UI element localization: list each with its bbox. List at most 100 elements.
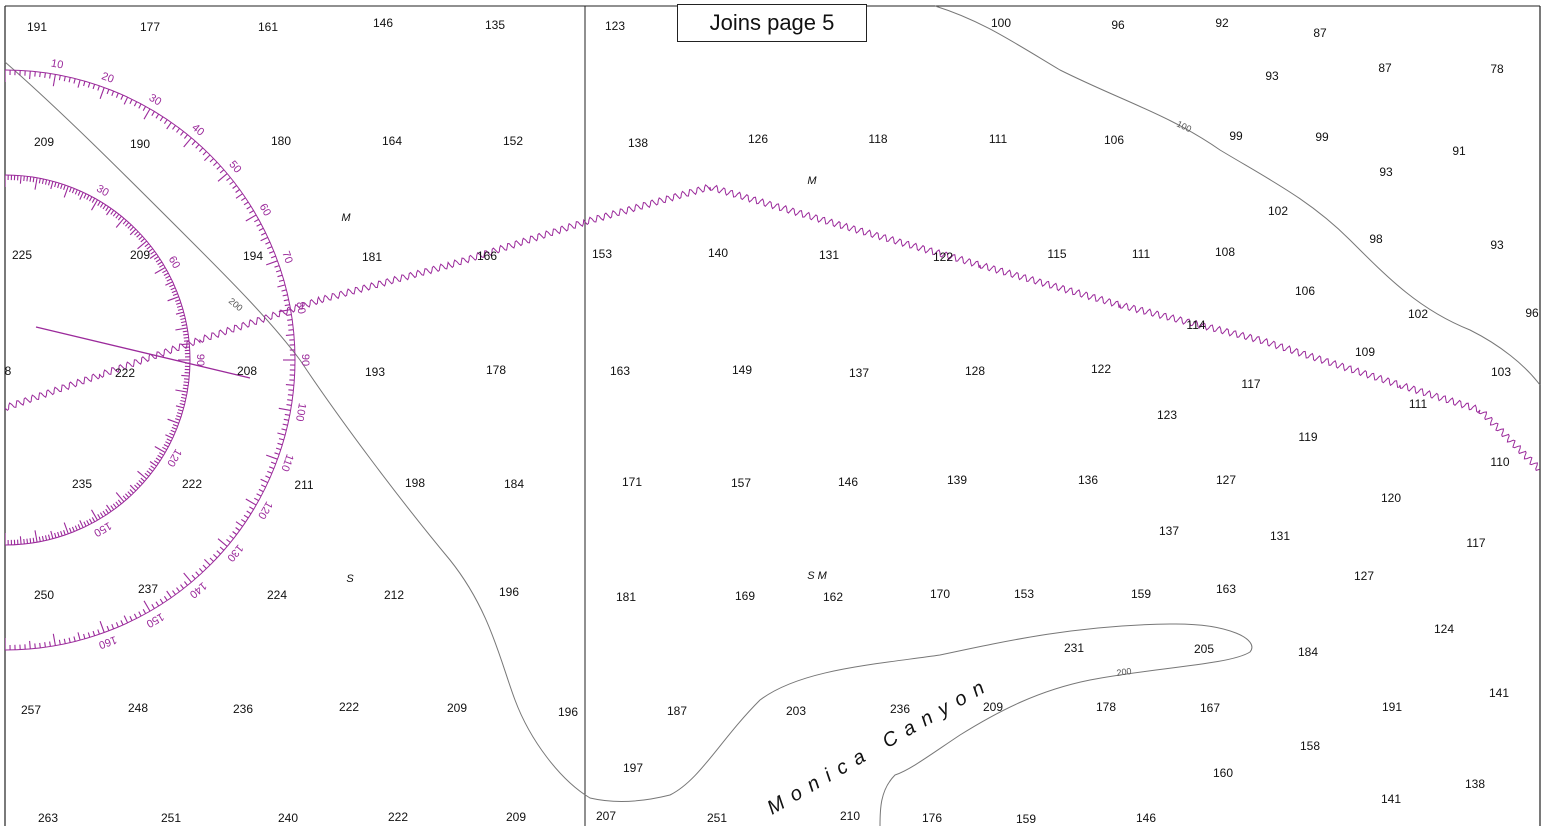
rose-tick	[44, 535, 48, 541]
rose-tick	[23, 175, 25, 182]
sounding: 111	[1409, 397, 1428, 411]
bottom-type-mark: M	[341, 212, 351, 224]
rose-tick	[77, 524, 81, 530]
rose-tick	[195, 571, 200, 576]
sounding: 181	[362, 250, 382, 264]
sounding: 126	[748, 132, 768, 146]
sounding: 250	[34, 588, 54, 602]
rose-tick	[153, 460, 159, 464]
sounding: 236	[890, 702, 910, 716]
sounding: 190	[130, 137, 150, 151]
rose-tick	[60, 531, 63, 537]
rose-tick	[44, 72, 46, 78]
rose-tick	[86, 520, 90, 526]
rose-tick	[50, 181, 54, 190]
sounding: 120	[1381, 491, 1401, 505]
rose-tick	[202, 151, 207, 156]
sounding: 78	[1490, 62, 1504, 76]
rose-tick	[83, 193, 87, 199]
rose-tick	[52, 74, 56, 87]
sounding: 122	[933, 250, 953, 264]
rose-tick	[287, 319, 293, 321]
rose-tick	[183, 378, 190, 380]
rose-degree-label: 160	[97, 633, 118, 651]
rose-tick	[183, 336, 189, 339]
rose-tick	[170, 429, 176, 433]
sounding: 93	[1379, 165, 1393, 179]
rose-tick	[106, 89, 110, 95]
joins-page-label[interactable]: Joins page 5	[677, 4, 867, 42]
rose-degree-label: 30	[94, 183, 111, 200]
rose-tick	[91, 509, 98, 521]
sounding: 181	[616, 590, 636, 604]
rose-tick	[260, 478, 269, 484]
rose-tick	[159, 598, 164, 604]
sounding: 102	[1408, 307, 1428, 321]
rose-tick	[122, 220, 127, 225]
sounding: 163	[1216, 582, 1236, 596]
sounding: 240	[278, 811, 298, 825]
rose-tick	[112, 211, 117, 217]
rose-tick	[266, 260, 278, 266]
rose-tick	[39, 642, 41, 648]
sounding: 203	[786, 704, 806, 718]
sounding: 160	[1213, 766, 1233, 780]
rose-degree-label: 20	[100, 70, 116, 85]
rose-tick	[175, 299, 181, 302]
rose-tick	[83, 521, 87, 527]
rose-tick	[110, 209, 115, 215]
rose-tick	[166, 122, 172, 130]
sounding: 166	[477, 249, 497, 263]
rose-tick	[278, 407, 291, 411]
sounding: 106	[1104, 133, 1124, 147]
rose-tick	[44, 642, 46, 648]
rose-tick	[52, 633, 56, 646]
sounding: 87	[1378, 61, 1392, 75]
rose-tick	[282, 294, 288, 297]
rose-tick	[165, 434, 173, 439]
bottom-type-mark: S M	[807, 570, 827, 582]
sounding: 111	[989, 132, 1008, 146]
rose-tick	[154, 267, 166, 274]
rose-tick	[287, 394, 293, 396]
rose-tick	[77, 190, 81, 196]
rose-tick	[285, 334, 294, 336]
sounding: 184	[1298, 645, 1318, 659]
sounding: 96	[1111, 18, 1125, 32]
rose-tick	[47, 534, 51, 540]
rose-tick	[269, 250, 275, 254]
sounding: 117	[1241, 377, 1260, 391]
rose-tick	[209, 158, 214, 163]
rose-tick	[175, 311, 184, 315]
rose-tick	[102, 510, 107, 516]
rose-tick	[123, 96, 129, 105]
rose-tick	[269, 466, 275, 470]
bottom-type-mark: M	[807, 175, 817, 187]
rose-tick	[226, 538, 231, 543]
sounding: 198	[405, 476, 425, 490]
sounding: 127	[1354, 569, 1374, 583]
sounding: 96	[1525, 306, 1539, 320]
rose-tick	[91, 197, 96, 203]
rose-tick	[19, 536, 22, 545]
rose-tick	[286, 404, 292, 406]
rose-tick	[167, 296, 179, 302]
rose-tick	[136, 233, 141, 238]
rose-tick	[258, 488, 264, 493]
rose-tick	[229, 181, 234, 185]
rose-tick	[138, 235, 143, 241]
rose-tick	[87, 82, 91, 88]
rose-tick	[285, 384, 294, 386]
sounding: 196	[499, 585, 519, 599]
rose-tick	[175, 389, 188, 393]
rose-tick	[138, 103, 142, 109]
rose-tick	[181, 343, 190, 346]
rose-tick	[243, 514, 249, 519]
rose-tick	[34, 530, 38, 543]
sounding: 193	[365, 365, 385, 379]
rose-tick	[99, 512, 104, 518]
rose-degree-label: 70	[279, 250, 294, 266]
rose-tick	[165, 275, 171, 279]
rose-tick	[129, 615, 133, 621]
